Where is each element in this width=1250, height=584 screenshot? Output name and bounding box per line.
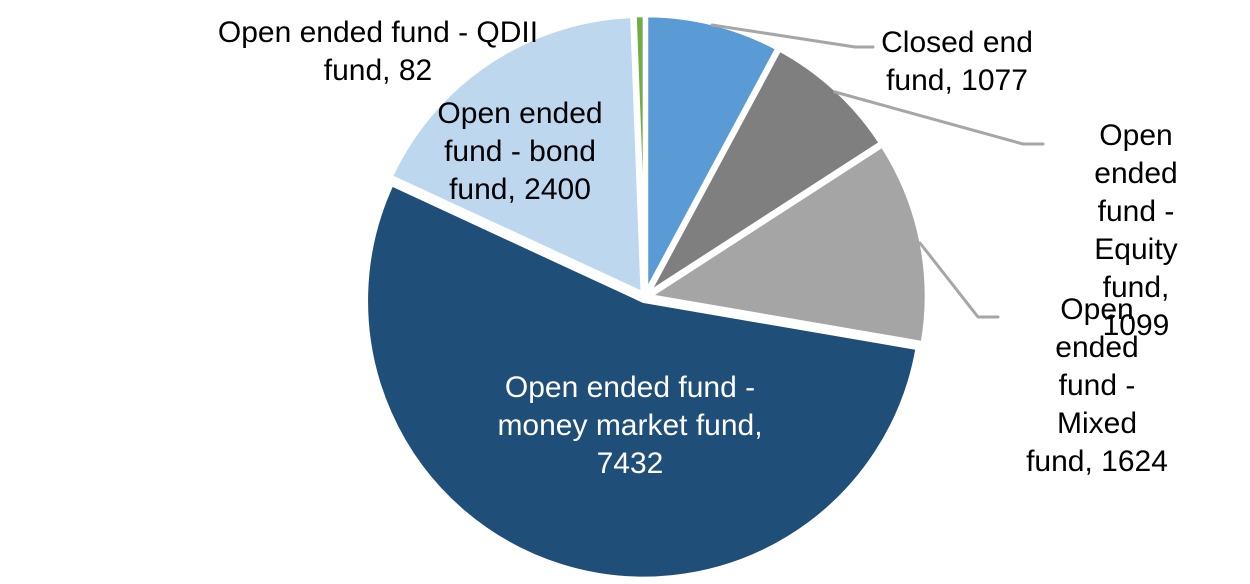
data-label-money-market-fund: Open ended fund - money market fund, 743… [497,371,763,480]
data-label-mixed-fund: Open ended fund - Mixed fund, 1624 [1026,293,1168,478]
pie-slice-mixed [646,143,930,346]
leader-line-closed-end-fund [710,23,875,49]
data-label-equity-fund: Open ended fund - Equity fund, 1099 [1094,119,1178,342]
data-label-bond-fund: Open ended fund - bond fund, 2400 [437,97,603,206]
pie-slice-bond [388,13,646,296]
pie-slice-money_market [363,181,921,582]
leader-line-equity-fund [833,90,1045,146]
pie-slice-closed_end [643,12,780,296]
data-label-closed-end-fund: Closed end fund, 1077 [881,26,1033,97]
pie-slice-equity [645,46,884,297]
pie-slice-qdii [632,12,648,296]
data-label-qdii-fund: Open ended fund - QDII fund, 82 [217,16,539,87]
leader-line-mixed-fund [918,241,1000,319]
